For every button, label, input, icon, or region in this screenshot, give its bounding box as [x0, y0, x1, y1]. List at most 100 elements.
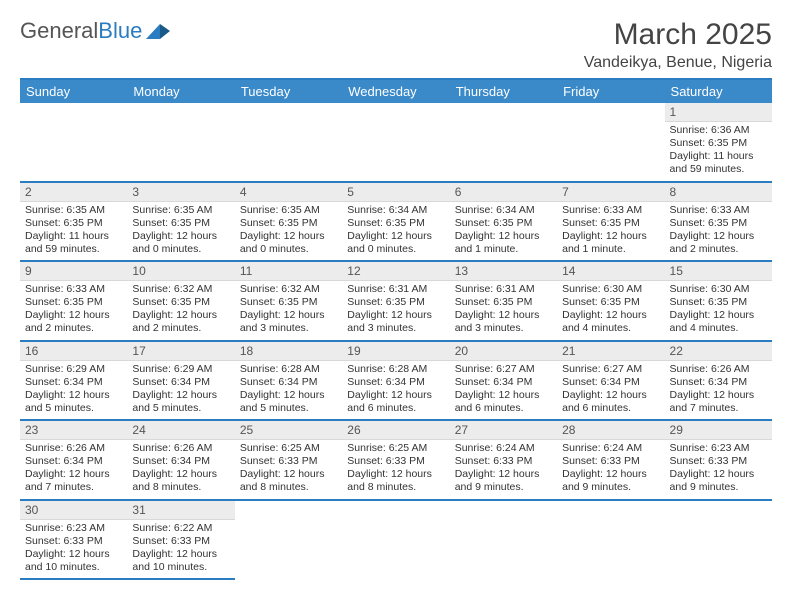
day-details: Sunrise: 6:30 AMSunset: 6:35 PMDaylight:…: [557, 281, 664, 340]
calendar-cell: 22Sunrise: 6:26 AMSunset: 6:34 PMDayligh…: [665, 341, 772, 421]
col-friday: Friday: [557, 79, 664, 103]
calendar-table: Sunday Monday Tuesday Wednesday Thursday…: [20, 78, 772, 580]
day-details: Sunrise: 6:26 AMSunset: 6:34 PMDaylight:…: [665, 361, 772, 420]
calendar-cell: 28Sunrise: 6:24 AMSunset: 6:33 PMDayligh…: [557, 420, 664, 500]
day-details: Sunrise: 6:30 AMSunset: 6:35 PMDaylight:…: [665, 281, 772, 340]
day-details: Sunrise: 6:27 AMSunset: 6:34 PMDaylight:…: [450, 361, 557, 420]
title-block: March 2025 Vandeikya, Benue, Nigeria: [584, 18, 772, 72]
calendar-cell: 20Sunrise: 6:27 AMSunset: 6:34 PMDayligh…: [450, 341, 557, 421]
calendar-cell: 17Sunrise: 6:29 AMSunset: 6:34 PMDayligh…: [127, 341, 234, 421]
calendar-cell: 1Sunrise: 6:36 AMSunset: 6:35 PMDaylight…: [665, 103, 772, 182]
col-thursday: Thursday: [450, 79, 557, 103]
day-details: Sunrise: 6:34 AMSunset: 6:35 PMDaylight:…: [342, 202, 449, 261]
calendar-cell: 25Sunrise: 6:25 AMSunset: 6:33 PMDayligh…: [235, 420, 342, 500]
calendar-week-row: 23Sunrise: 6:26 AMSunset: 6:34 PMDayligh…: [20, 420, 772, 500]
calendar-cell: 7Sunrise: 6:33 AMSunset: 6:35 PMDaylight…: [557, 182, 664, 262]
day-number: 9: [20, 262, 127, 281]
calendar-cell: [450, 103, 557, 182]
calendar-week-row: 1Sunrise: 6:36 AMSunset: 6:35 PMDaylight…: [20, 103, 772, 182]
day-number: 11: [235, 262, 342, 281]
day-number: 3: [127, 183, 234, 202]
calendar-cell: [20, 103, 127, 182]
day-number: 5: [342, 183, 449, 202]
logo: GeneralBlue: [20, 18, 170, 44]
day-details: Sunrise: 6:33 AMSunset: 6:35 PMDaylight:…: [20, 281, 127, 340]
day-number: 25: [235, 421, 342, 440]
day-details: Sunrise: 6:29 AMSunset: 6:34 PMDaylight:…: [20, 361, 127, 420]
calendar-cell: 11Sunrise: 6:32 AMSunset: 6:35 PMDayligh…: [235, 261, 342, 341]
calendar-cell: [557, 103, 664, 182]
calendar-cell: 26Sunrise: 6:25 AMSunset: 6:33 PMDayligh…: [342, 420, 449, 500]
day-number: 29: [665, 421, 772, 440]
day-number: 27: [450, 421, 557, 440]
calendar-cell: 5Sunrise: 6:34 AMSunset: 6:35 PMDaylight…: [342, 182, 449, 262]
calendar-cell: 6Sunrise: 6:34 AMSunset: 6:35 PMDaylight…: [450, 182, 557, 262]
day-details: Sunrise: 6:28 AMSunset: 6:34 PMDaylight:…: [235, 361, 342, 420]
calendar-week-row: 30Sunrise: 6:23 AMSunset: 6:33 PMDayligh…: [20, 500, 772, 580]
calendar-cell: 9Sunrise: 6:33 AMSunset: 6:35 PMDaylight…: [20, 261, 127, 341]
calendar-cell: 24Sunrise: 6:26 AMSunset: 6:34 PMDayligh…: [127, 420, 234, 500]
day-number: 20: [450, 342, 557, 361]
location: Vandeikya, Benue, Nigeria: [584, 54, 772, 72]
day-details: Sunrise: 6:27 AMSunset: 6:34 PMDaylight:…: [557, 361, 664, 420]
day-details: Sunrise: 6:35 AMSunset: 6:35 PMDaylight:…: [235, 202, 342, 261]
calendar-cell: 14Sunrise: 6:30 AMSunset: 6:35 PMDayligh…: [557, 261, 664, 341]
calendar-week-row: 2Sunrise: 6:35 AMSunset: 6:35 PMDaylight…: [20, 182, 772, 262]
calendar-cell: 29Sunrise: 6:23 AMSunset: 6:33 PMDayligh…: [665, 420, 772, 500]
calendar-cell: 3Sunrise: 6:35 AMSunset: 6:35 PMDaylight…: [127, 182, 234, 262]
day-details: Sunrise: 6:25 AMSunset: 6:33 PMDaylight:…: [235, 440, 342, 499]
calendar-cell: [235, 500, 342, 580]
calendar-cell: 21Sunrise: 6:27 AMSunset: 6:34 PMDayligh…: [557, 341, 664, 421]
col-saturday: Saturday: [665, 79, 772, 103]
day-details: Sunrise: 6:33 AMSunset: 6:35 PMDaylight:…: [557, 202, 664, 261]
calendar-cell: 2Sunrise: 6:35 AMSunset: 6:35 PMDaylight…: [20, 182, 127, 262]
day-number: 14: [557, 262, 664, 281]
day-number: 18: [235, 342, 342, 361]
calendar-cell: [342, 103, 449, 182]
day-number: 12: [342, 262, 449, 281]
day-number: 28: [557, 421, 664, 440]
calendar-week-row: 9Sunrise: 6:33 AMSunset: 6:35 PMDaylight…: [20, 261, 772, 341]
calendar-cell: 10Sunrise: 6:32 AMSunset: 6:35 PMDayligh…: [127, 261, 234, 341]
day-details: Sunrise: 6:36 AMSunset: 6:35 PMDaylight:…: [665, 122, 772, 181]
day-number: 22: [665, 342, 772, 361]
calendar-cell: [557, 500, 664, 580]
calendar-cell: [127, 103, 234, 182]
day-details: Sunrise: 6:34 AMSunset: 6:35 PMDaylight:…: [450, 202, 557, 261]
calendar-cell: 4Sunrise: 6:35 AMSunset: 6:35 PMDaylight…: [235, 182, 342, 262]
day-details: Sunrise: 6:32 AMSunset: 6:35 PMDaylight:…: [127, 281, 234, 340]
day-details: Sunrise: 6:33 AMSunset: 6:35 PMDaylight:…: [665, 202, 772, 261]
header: GeneralBlue March 2025 Vandeikya, Benue,…: [20, 18, 772, 72]
day-number: 10: [127, 262, 234, 281]
calendar-cell: 12Sunrise: 6:31 AMSunset: 6:35 PMDayligh…: [342, 261, 449, 341]
day-details: Sunrise: 6:26 AMSunset: 6:34 PMDaylight:…: [20, 440, 127, 499]
col-tuesday: Tuesday: [235, 79, 342, 103]
calendar-cell: 13Sunrise: 6:31 AMSunset: 6:35 PMDayligh…: [450, 261, 557, 341]
day-number: 8: [665, 183, 772, 202]
day-number: 15: [665, 262, 772, 281]
day-number: 19: [342, 342, 449, 361]
col-wednesday: Wednesday: [342, 79, 449, 103]
calendar-cell: [342, 500, 449, 580]
logo-icon: [146, 21, 170, 41]
day-details: Sunrise: 6:29 AMSunset: 6:34 PMDaylight:…: [127, 361, 234, 420]
col-monday: Monday: [127, 79, 234, 103]
day-details: Sunrise: 6:31 AMSunset: 6:35 PMDaylight:…: [450, 281, 557, 340]
calendar-cell: 8Sunrise: 6:33 AMSunset: 6:35 PMDaylight…: [665, 182, 772, 262]
day-details: Sunrise: 6:26 AMSunset: 6:34 PMDaylight:…: [127, 440, 234, 499]
day-number: 26: [342, 421, 449, 440]
day-number: 2: [20, 183, 127, 202]
day-number: 23: [20, 421, 127, 440]
day-number: 1: [665, 103, 772, 122]
calendar-cell: 19Sunrise: 6:28 AMSunset: 6:34 PMDayligh…: [342, 341, 449, 421]
day-details: Sunrise: 6:35 AMSunset: 6:35 PMDaylight:…: [20, 202, 127, 261]
day-number: 24: [127, 421, 234, 440]
day-number: 30: [20, 501, 127, 520]
calendar-cell: 23Sunrise: 6:26 AMSunset: 6:34 PMDayligh…: [20, 420, 127, 500]
day-number: 17: [127, 342, 234, 361]
day-number: 4: [235, 183, 342, 202]
calendar-cell: [235, 103, 342, 182]
col-sunday: Sunday: [20, 79, 127, 103]
day-details: Sunrise: 6:25 AMSunset: 6:33 PMDaylight:…: [342, 440, 449, 499]
month-title: March 2025: [584, 18, 772, 52]
